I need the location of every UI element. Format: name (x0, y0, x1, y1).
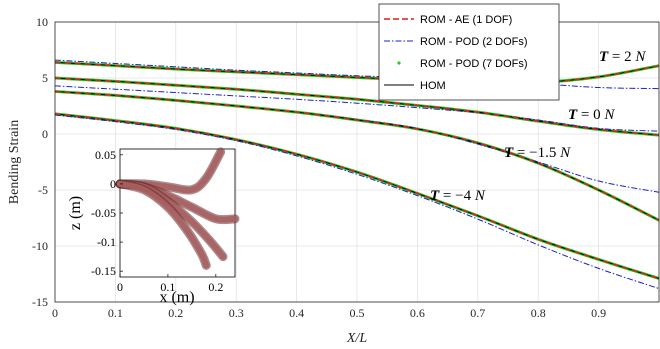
y-tick-label: -15 (32, 295, 48, 309)
y-tick-label: -10 (32, 239, 48, 253)
y-axis-label: Bending Strain (7, 120, 22, 204)
x-tick-label: 0.5 (350, 306, 365, 320)
inset-x-tick-label: 0.1 (160, 280, 175, 294)
inset-plot: 0 0.1 0.2 0.05 0 -0.05 -0.1 -0.15 x (m) z (m) (67, 147, 240, 306)
inset-y-label: z (m) (67, 196, 84, 230)
inset-x-tick-label: 0.2 (208, 280, 223, 294)
annotation-t-0: T = 0 N (568, 107, 615, 123)
x-axis-label: X/L (346, 331, 367, 346)
inset-y-tick-label: -0.05 (91, 206, 116, 220)
tick-labels: 0 0.1 0.2 0.3 0.4 0.5 0.6 0.7 0.8 0.9 10 5 0 -5 -10 -15 (32, 15, 606, 320)
y-tick-label: 10 (36, 15, 48, 29)
svg-text:T = 2 N: T = 2 N (599, 49, 646, 65)
x-tick-label: 0.9 (591, 306, 606, 320)
x-tick-label: 0.4 (289, 306, 304, 320)
legend-label-rom-ae: ROM - AE (1 DOF) (420, 14, 512, 26)
annotation-t-minus-4: T = −4 N (430, 188, 486, 204)
inset-y-tick-label: -0.15 (91, 264, 116, 278)
legend-label-hom: HOM (420, 80, 446, 92)
x-tick-label: 0.1 (108, 306, 123, 320)
axes-frame (54, 21, 660, 303)
legend: ROM - AE (1 DOF) ROM - POD (2 DOFs) ROM … (378, 3, 560, 101)
x-tick-label: 0.7 (470, 306, 485, 320)
x-tick-label: 0.6 (410, 306, 425, 320)
rom-pod2-line (54, 114, 660, 290)
annotation-t-minus-1-5: T = −1.5 N (504, 145, 571, 161)
legend-label-rom-pod2: ROM - POD (2 DOFs) (420, 36, 528, 48)
inset-tick-labels: 0 0.1 0.2 0.05 0 -0.05 -0.1 -0.15 (91, 148, 223, 294)
annotation-t-2: T = 2 N (599, 49, 646, 65)
x-tick-label: 0.3 (229, 306, 244, 320)
x-tick-label: 0 (52, 306, 58, 320)
inset-y-tick-label: 0 (110, 177, 116, 191)
inset-beams (115, 147, 240, 270)
svg-text:T = 0 N: T = 0 N (568, 107, 615, 123)
y-tick-label: 5 (42, 71, 48, 85)
curves-layer (54, 59, 660, 290)
rom-pod2-line (54, 59, 660, 90)
inset-beam (117, 180, 210, 269)
inset-x-label: x (m) (159, 289, 194, 306)
x-tick-label: 0.2 (168, 306, 183, 320)
y-tick-label: 0 (42, 127, 48, 141)
rom-ae-line (54, 113, 660, 280)
inset-y-tick-label: -0.1 (97, 235, 116, 249)
inset-x-tick-label: 0 (117, 280, 123, 294)
legend-swatch-rom-pod7 (397, 61, 401, 65)
legend-label-rom-pod7: ROM - POD (7 DOFs) (420, 58, 528, 70)
legend-box (378, 3, 560, 101)
inset-y-tick-label: 0.05 (95, 148, 116, 162)
rom-ae-line (54, 90, 660, 221)
svg-text:T = −4 N: T = −4 N (430, 188, 486, 204)
rom-ae-line (54, 77, 660, 136)
y-tick-label: -5 (38, 183, 48, 197)
rom-pod2-line (54, 85, 660, 132)
svg-text:T = −1.5 N: T = −1.5 N (504, 145, 571, 161)
x-tick-label: 0.8 (531, 306, 546, 320)
